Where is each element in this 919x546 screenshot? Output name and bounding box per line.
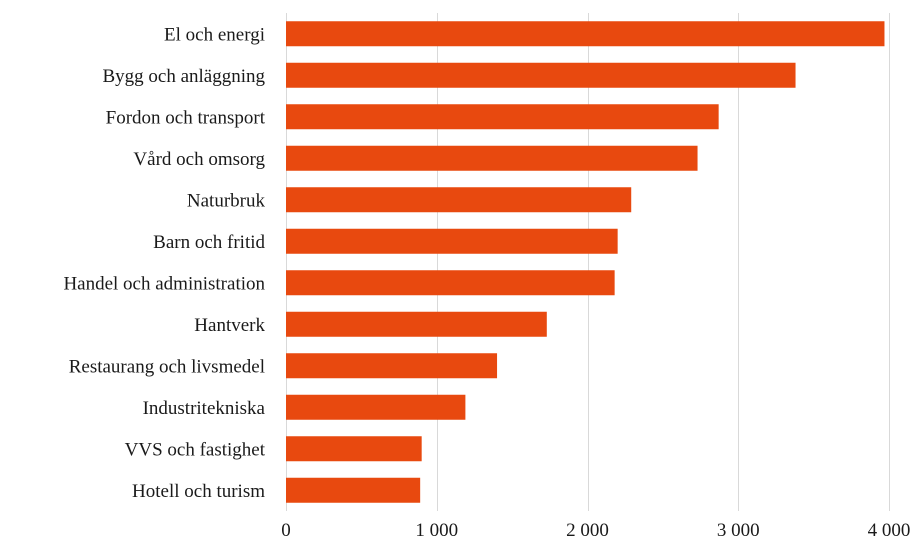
bar [286, 436, 422, 462]
bars [286, 21, 885, 503]
category-label: Bygg och anläggning [102, 66, 265, 87]
bar [286, 311, 547, 337]
category-label: Handel och administration [63, 273, 265, 294]
category-label: Barn och fritid [153, 232, 265, 253]
bar [286, 353, 498, 379]
category-label: Hantverk [194, 315, 265, 336]
bar [286, 187, 632, 213]
bar [286, 270, 615, 296]
category-label: Restaurang och livsmedel [69, 356, 265, 377]
category-label: El och energi [164, 24, 265, 45]
category-label: Hotell och turism [132, 481, 265, 502]
x-tick-label: 2 000 [566, 520, 609, 541]
bar [286, 228, 618, 254]
bar [286, 62, 796, 88]
gridlines [286, 13, 890, 511]
bar [286, 394, 466, 420]
x-tick-label: 0 [281, 520, 291, 541]
category-label: Vård och omsorg [133, 149, 265, 170]
x-tick-label: 3 000 [717, 520, 760, 541]
category-labels: El och energi Bygg och anläggning Fordon o… [63, 24, 265, 502]
bar [286, 477, 421, 503]
x-tick-label: 4 000 [868, 520, 911, 541]
category-label: VVS och fastighet [125, 439, 266, 460]
x-axis-tick-labels: 0 1 000 2 000 3 000 4 000 [281, 520, 910, 541]
bar [286, 145, 698, 171]
bar [286, 21, 885, 47]
category-label: Fordon och transport [106, 107, 266, 128]
category-label: Industritekniska [143, 398, 266, 419]
category-label: Naturbruk [187, 190, 266, 211]
bar [286, 104, 719, 130]
x-tick-label: 1 000 [415, 520, 458, 541]
